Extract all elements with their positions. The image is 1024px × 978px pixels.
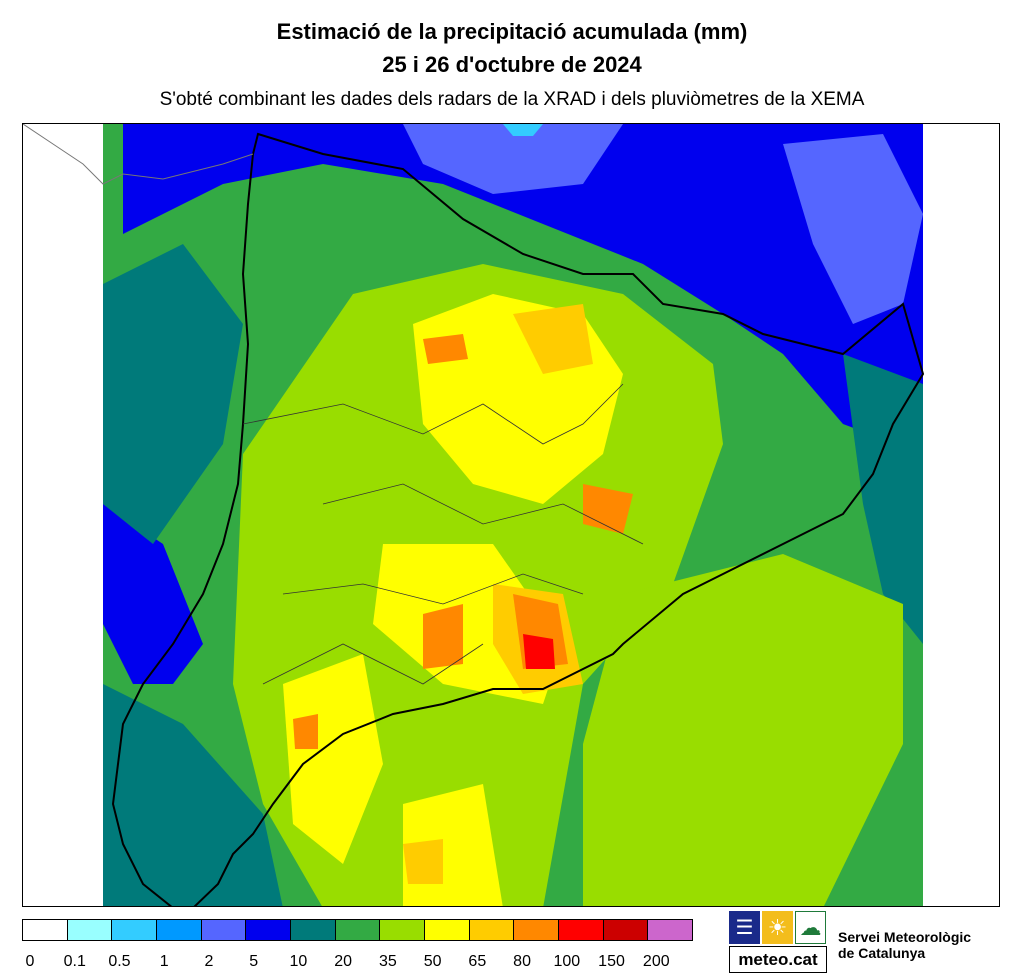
intense-cell-east	[583, 484, 633, 534]
map-title: Estimació de la precipitació acumulada (…	[276, 19, 748, 44]
legend-swatch	[291, 920, 336, 940]
org-line2: de Catalunya	[838, 945, 926, 961]
legend-swatch	[335, 920, 381, 940]
low-precip-west	[103, 504, 203, 684]
low-precip-north	[123, 124, 923, 454]
legend-tick-label: 80	[513, 953, 531, 970]
low-precip-east	[783, 134, 923, 324]
legend-tick-label: 200	[642, 953, 670, 970]
legend-swatch	[246, 920, 292, 940]
legend-tick-label: 150	[598, 953, 625, 970]
maximum-cell	[523, 634, 555, 669]
map-subtitle: S'obté combinant les dades dels radars d…	[159, 89, 865, 110]
moderate-offshore	[583, 554, 903, 906]
legend-tick-label: 5	[249, 953, 259, 970]
sun-icon: ☀	[762, 911, 793, 944]
legend-tick-label: 0.1	[63, 953, 86, 970]
catalonia-border	[111, 132, 925, 906]
legend-swatch	[603, 920, 649, 940]
intense-cell-north	[423, 334, 468, 364]
legend-tick-label: 1	[159, 953, 169, 970]
min-precip-patch	[503, 124, 543, 136]
france-border	[23, 124, 254, 185]
legend-swatch	[559, 920, 604, 940]
legend-swatch	[157, 920, 202, 940]
weather-lines-icon: ☰	[729, 911, 760, 944]
intense-cell-southwest	[293, 714, 318, 749]
legend-tick-label: 100	[553, 953, 581, 970]
cloud-icon: ☁	[795, 911, 826, 944]
org-line1: Servei Meteorològic	[838, 929, 972, 945]
low-precip-patch	[403, 124, 623, 194]
legend-swatch	[380, 920, 426, 940]
legend-tick-label: 50	[423, 953, 442, 970]
legend-tick-label: 0.5	[108, 953, 131, 970]
meteocat-logo: ☰ ☀ ☁ meteo.cat	[729, 911, 827, 973]
legend-tick-label: 10	[289, 953, 308, 970]
moderate-east	[843, 354, 923, 644]
legend-swatch	[425, 920, 470, 940]
map-date: 25 i 26 d'octubre de 2024	[382, 52, 642, 77]
intense-cell-west	[423, 604, 463, 669]
legend-swatch	[514, 920, 560, 940]
intense-northeast	[513, 304, 593, 374]
legend-swatch	[201, 920, 247, 940]
legend-swatch	[112, 920, 158, 940]
heavy-southwest	[283, 654, 383, 864]
legend-tick-label: 35	[378, 953, 397, 970]
legend-tick-label: 65	[468, 953, 487, 970]
moderate-west	[103, 244, 243, 544]
color-scale-legend	[22, 919, 693, 941]
legend-swatch	[469, 920, 515, 940]
legend-swatch	[648, 920, 693, 940]
precipitation-field	[23, 124, 925, 906]
legend-tick-label: 0	[25, 953, 35, 970]
legend-tick-label: 20	[334, 953, 353, 970]
legend-swatch	[23, 920, 68, 940]
legend-swatch	[67, 920, 113, 940]
organization-name: Servei Meteorològic de Catalunya	[838, 929, 971, 961]
legend-tick-label: 2	[204, 953, 214, 970]
comarca-boundaries	[242, 383, 644, 685]
precipitation-map	[22, 123, 1000, 907]
brand-name: meteo.cat	[729, 946, 827, 973]
intense-cell-delta	[403, 839, 443, 884]
